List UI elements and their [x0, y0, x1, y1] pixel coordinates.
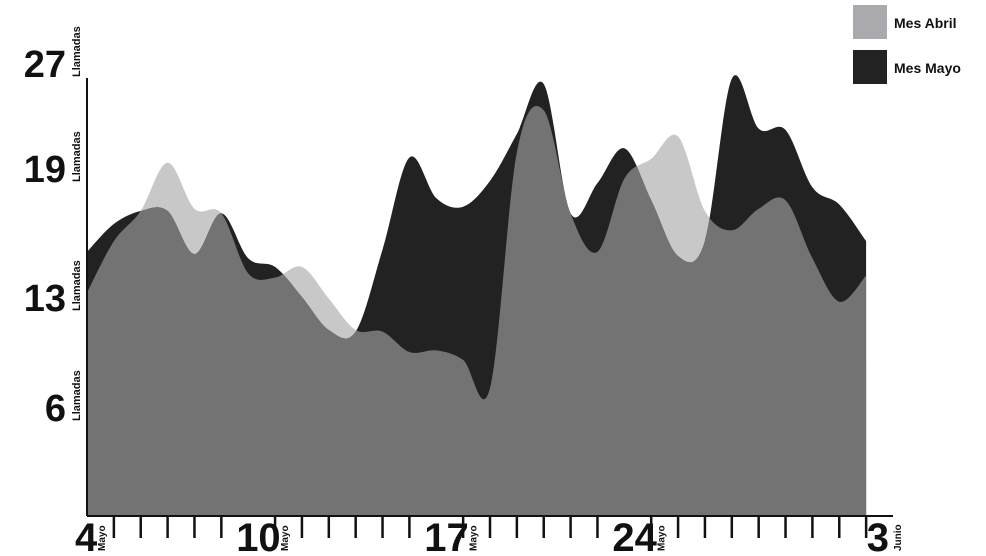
x-tick-label: 17: [424, 516, 469, 556]
plot-area: [87, 75, 867, 516]
legend-label-mes-abril: Mes Abril: [894, 15, 957, 31]
legend-swatch-mes-abril: [853, 5, 887, 39]
legend-label-mes-mayo: Mes Mayo: [894, 60, 961, 76]
y-tick-label: 6: [45, 388, 66, 430]
y-tick-unit-label: Llamadas: [71, 131, 83, 182]
y-axis-ticks: 6 Llamadas 13 Llamadas 19 Llamadas 27 Llamadas: [24, 26, 83, 430]
x-tick-unit-label: Mayo: [97, 525, 108, 551]
legend-swatch-mes-mayo: [853, 50, 887, 84]
y-tick-unit-label: Llamadas: [71, 26, 83, 77]
x-tick-label: 3: [867, 516, 889, 556]
x-tick-unit-label: Mayo: [656, 525, 667, 551]
x-tick-label: 4: [75, 516, 98, 556]
y-tick-label: 13: [24, 278, 66, 320]
x-tick-unit-label: Mayo: [280, 525, 291, 551]
y-tick-unit-label: Llamadas: [71, 260, 83, 311]
y-tick-label: 19: [24, 149, 66, 191]
legend: Mes Abril Mes Mayo: [853, 5, 961, 84]
x-tick-label: 10: [236, 516, 281, 556]
y-tick-unit-label: Llamadas: [71, 370, 83, 421]
x-tick-unit-label: Mayo: [468, 525, 479, 551]
x-axis-ticks: 4 Mayo 10 Mayo 17 Mayo 24 Mayo 3 Junio: [75, 516, 904, 556]
y-tick-label: 27: [24, 44, 66, 86]
x-tick-unit-label: Junio: [893, 524, 904, 551]
